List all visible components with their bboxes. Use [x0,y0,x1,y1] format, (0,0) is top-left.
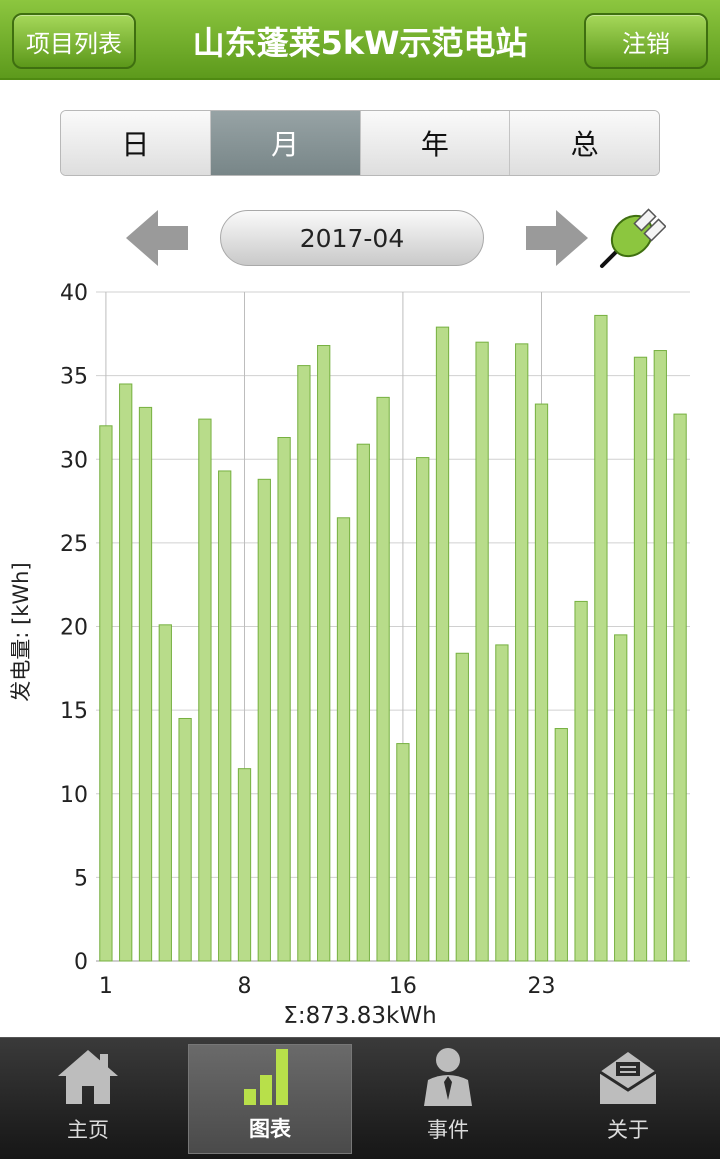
bar-day-25[interactable] [574,600,588,962]
tab-day[interactable]: 日 [61,111,211,175]
nav-home[interactable]: 主页 [6,1044,170,1154]
bar-day-8[interactable] [237,768,252,962]
bar-day-23[interactable] [534,403,549,962]
bar-day-28[interactable] [633,356,648,962]
bar-day-14[interactable] [356,443,370,962]
nav-events-label: 事件 [427,1118,469,1142]
arrow-right-icon[interactable] [524,206,590,270]
bar-day-5[interactable] [178,717,192,962]
bar-day-21[interactable] [495,644,509,962]
bar-day-20[interactable] [475,341,489,962]
home-icon [58,1050,118,1104]
y-tick-label: 15 [60,699,88,724]
nav-events[interactable]: 事件 [366,1044,530,1154]
y-axis-label: 发电量: [kWh] [9,562,33,701]
bar-day-24[interactable] [554,728,568,962]
current-date[interactable]: 2017-04 [220,210,484,266]
y-tick-label: 10 [60,783,88,808]
app-header: 项目列表 山东蓬莱5kW示范电站 注销 [0,0,720,80]
y-tick-label: 40 [60,281,88,306]
project-list-button[interactable]: 项目列表 [12,13,136,69]
y-tick-label: 0 [74,950,88,975]
y-tick-label: 25 [60,532,88,557]
bar-day-3[interactable] [138,406,153,962]
nav-chart[interactable]: 图表 [188,1044,352,1154]
bar-day-10[interactable] [277,437,291,962]
tab-month[interactable]: 月 [210,111,361,175]
bar-day-9[interactable] [257,478,271,962]
person-icon [424,1048,472,1106]
x-tick-label: 16 [389,974,417,999]
tab-total[interactable]: 总 [510,111,659,175]
total-energy-label: Σ:873.83kWh [283,1003,436,1029]
bar-day-6[interactable] [198,418,212,962]
x-tick-label: 1 [99,974,113,999]
page-title: 山东蓬莱5kW示范电站 [192,24,528,62]
x-tick-label: 23 [528,974,556,999]
nav-chart-label: 图表 [249,1117,291,1141]
mail-icon [599,1052,657,1104]
bar-day-17[interactable] [416,457,430,962]
bar-day-18[interactable] [435,326,450,962]
period-tabs: 日 月 年 总 [60,110,660,176]
bar-day-16[interactable] [396,743,410,962]
bar-day-2[interactable] [119,383,133,962]
bar-chart-icon [244,1049,288,1105]
bar-day-30[interactable] [673,413,687,962]
bar-day-19[interactable] [455,652,469,962]
arrow-left-icon[interactable] [124,206,190,270]
y-tick-label: 5 [74,866,88,891]
bar-day-13[interactable] [336,517,351,962]
logout-button[interactable]: 注销 [584,13,708,69]
bar-day-12[interactable] [317,345,331,962]
monthly-energy-chart: 0 5 10 15 20 25 30 35 40 1 8 16 23 发电量: [kWh] Σ:873.… [9,281,690,1029]
bar-day-22[interactable] [515,343,529,962]
bar-day-15[interactable] [376,396,390,962]
bar-day-1[interactable] [99,425,113,962]
bar-day-27[interactable] [614,634,628,962]
bar-day-29[interactable] [653,350,667,962]
y-tick-label: 35 [60,365,88,390]
plug-icon[interactable] [596,204,666,274]
bar-day-26[interactable] [594,314,608,962]
tab-year[interactable]: 年 [360,111,511,175]
bar-day-4[interactable] [158,624,172,962]
y-tick-label: 20 [60,616,88,641]
x-tick-label: 8 [238,974,252,999]
y-tick-label: 30 [60,448,88,473]
bar-day-11[interactable] [297,365,311,962]
nav-about-label: 关于 [607,1118,649,1142]
bottom-tab-bar: 主页 图表 事件 关于 [0,1037,720,1159]
nav-home-label: 主页 [67,1118,109,1142]
bar-day-7[interactable] [218,470,232,962]
nav-about[interactable]: 关于 [546,1044,710,1154]
